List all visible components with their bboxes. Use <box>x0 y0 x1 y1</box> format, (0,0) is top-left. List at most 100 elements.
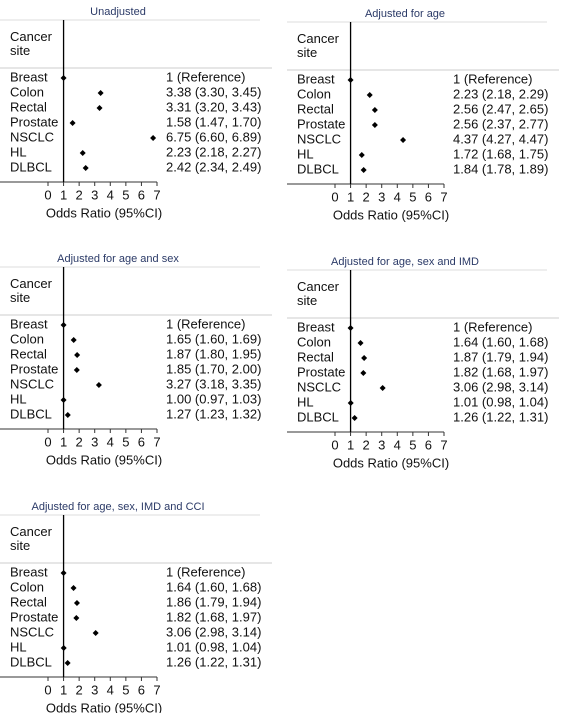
value-label: 1.87 (1.80, 1.95) <box>166 346 261 361</box>
estimate-marker <box>60 645 67 651</box>
x-tick-label: 3 <box>378 189 385 204</box>
estimate-marker <box>73 367 80 373</box>
estimate-marker <box>73 615 80 621</box>
panel-title: Unadjusted <box>90 6 146 18</box>
x-tick-label: 4 <box>107 187 114 202</box>
value-label: 3.38 (3.30, 3.45) <box>166 84 261 99</box>
x-tick-label: 6 <box>138 187 145 202</box>
category-label: Rectal <box>297 349 334 364</box>
x-tick-label: 5 <box>122 682 129 697</box>
estimate-marker <box>69 120 76 126</box>
header-box: Cancer site <box>10 525 52 553</box>
category-label: Rectal <box>10 99 47 114</box>
x-axis-label: Odds Ratio (95%CI) <box>333 207 449 222</box>
category-label: Breast <box>297 319 335 334</box>
category-label: Colon <box>10 84 44 99</box>
x-tick-label: 2 <box>363 437 370 452</box>
category-label: Rectal <box>297 101 334 116</box>
value-label: 1 (Reference) <box>453 71 532 86</box>
column-header: Cancer site <box>10 525 52 553</box>
estimate-marker <box>95 382 102 388</box>
x-tick-label: 6 <box>425 437 432 452</box>
x-tick-label: 2 <box>363 189 370 204</box>
value-label: 3.27 (3.18, 3.35) <box>166 376 261 391</box>
estimate-marker <box>64 660 71 666</box>
x-tick-label: 3 <box>91 682 98 697</box>
estimate-marker <box>64 412 71 418</box>
x-tick-label: 1 <box>347 189 354 204</box>
category-label: Prostate <box>297 116 345 131</box>
x-tick-label: 6 <box>138 434 145 449</box>
estimate-marker <box>60 322 67 328</box>
category-label: NSCLC <box>10 624 54 639</box>
value-label: 4.37 (4.27, 4.47) <box>453 131 548 146</box>
panel-title: Adjusted for age and sex <box>57 253 179 265</box>
header-box: Cancer site <box>10 30 52 58</box>
value-label: 1.01 (0.98, 1.04) <box>166 639 261 654</box>
panel-title: Adjusted for age, sex, IMD and CCI <box>31 501 204 513</box>
estimate-marker <box>82 165 89 171</box>
x-tick-label: 7 <box>440 437 447 452</box>
value-label: 1.64 (1.60, 1.68) <box>166 579 261 594</box>
category-label: DLBCL <box>297 409 339 424</box>
estimate-marker <box>79 150 86 156</box>
panel-title: Adjusted for age <box>365 8 445 20</box>
x-tick-label: 6 <box>138 682 145 697</box>
x-tick-label: 5 <box>409 189 416 204</box>
category-label: DLBCL <box>10 159 52 174</box>
value-label: 1.72 (1.68, 1.75) <box>453 146 548 161</box>
value-label: 1.00 (0.97, 1.03) <box>166 391 261 406</box>
value-label: 1.84 (1.78, 1.89) <box>453 161 548 176</box>
x-axis-label: Odds Ratio (95%CI) <box>46 700 162 713</box>
value-label: 1.58 (1.47, 1.70) <box>166 114 261 129</box>
x-tick-label: 0 <box>331 189 338 204</box>
estimate-marker <box>74 352 81 358</box>
column-header: Cancer site <box>297 280 339 308</box>
value-label: 1.01 (0.98, 1.04) <box>453 394 548 409</box>
value-label: 1 (Reference) <box>166 316 245 331</box>
value-label: 1.87 (1.79, 1.94) <box>453 349 548 364</box>
category-label: DLBCL <box>10 406 52 421</box>
value-label: 1.82 (1.68, 1.97) <box>166 609 261 624</box>
category-label: NSCLC <box>10 376 54 391</box>
estimate-marker <box>400 137 407 143</box>
x-tick-label: 1 <box>347 437 354 452</box>
x-axis-label: Odds Ratio (95%CI) <box>333 455 449 470</box>
x-tick-label: 2 <box>76 682 83 697</box>
value-label: 1 (Reference) <box>166 564 245 579</box>
x-tick-label: 0 <box>331 437 338 452</box>
x-tick-label: 3 <box>378 437 385 452</box>
category-label: NSCLC <box>297 131 341 146</box>
estimate-marker <box>366 92 373 98</box>
category-label: NSCLC <box>10 129 54 144</box>
x-tick-label: 7 <box>153 682 160 697</box>
value-label: 3.06 (2.98, 3.14) <box>166 624 261 639</box>
category-label: Rectal <box>10 594 47 609</box>
x-tick-label: 5 <box>122 187 129 202</box>
value-label: 2.23 (2.18, 2.27) <box>166 144 261 159</box>
category-label: HL <box>297 394 314 409</box>
category-label: Prostate <box>10 114 58 129</box>
estimate-marker <box>360 370 367 376</box>
value-label: 2.23 (2.18, 2.29) <box>453 86 548 101</box>
forest-panel: Adjusted for age, sex, IMD and CCI Cancer… <box>0 501 272 713</box>
estimate-marker <box>97 90 104 96</box>
header-box: Cancer site <box>297 280 339 308</box>
forest-panel: Adjusted for age and sex Cancer site 0 1 2 3 4… <box>0 253 272 467</box>
value-label: 1.86 (1.79, 1.94) <box>166 594 261 609</box>
estimate-marker <box>347 325 354 331</box>
estimate-marker <box>361 355 368 361</box>
x-tick-label: 1 <box>60 187 67 202</box>
header-box: Cancer site <box>10 277 52 305</box>
panel-title: Adjusted for age, sex and IMD <box>331 256 479 268</box>
value-label: 1.27 (1.23, 1.32) <box>166 406 261 421</box>
estimate-marker <box>70 585 77 591</box>
value-label: 1 (Reference) <box>453 319 532 334</box>
estimate-marker <box>357 340 364 346</box>
x-tick-label: 4 <box>394 437 401 452</box>
x-tick-label: 7 <box>153 187 160 202</box>
x-tick-label: 4 <box>107 434 114 449</box>
category-label: Prostate <box>297 364 345 379</box>
value-label: 1 (Reference) <box>166 69 245 84</box>
category-label: DLBCL <box>297 161 339 176</box>
